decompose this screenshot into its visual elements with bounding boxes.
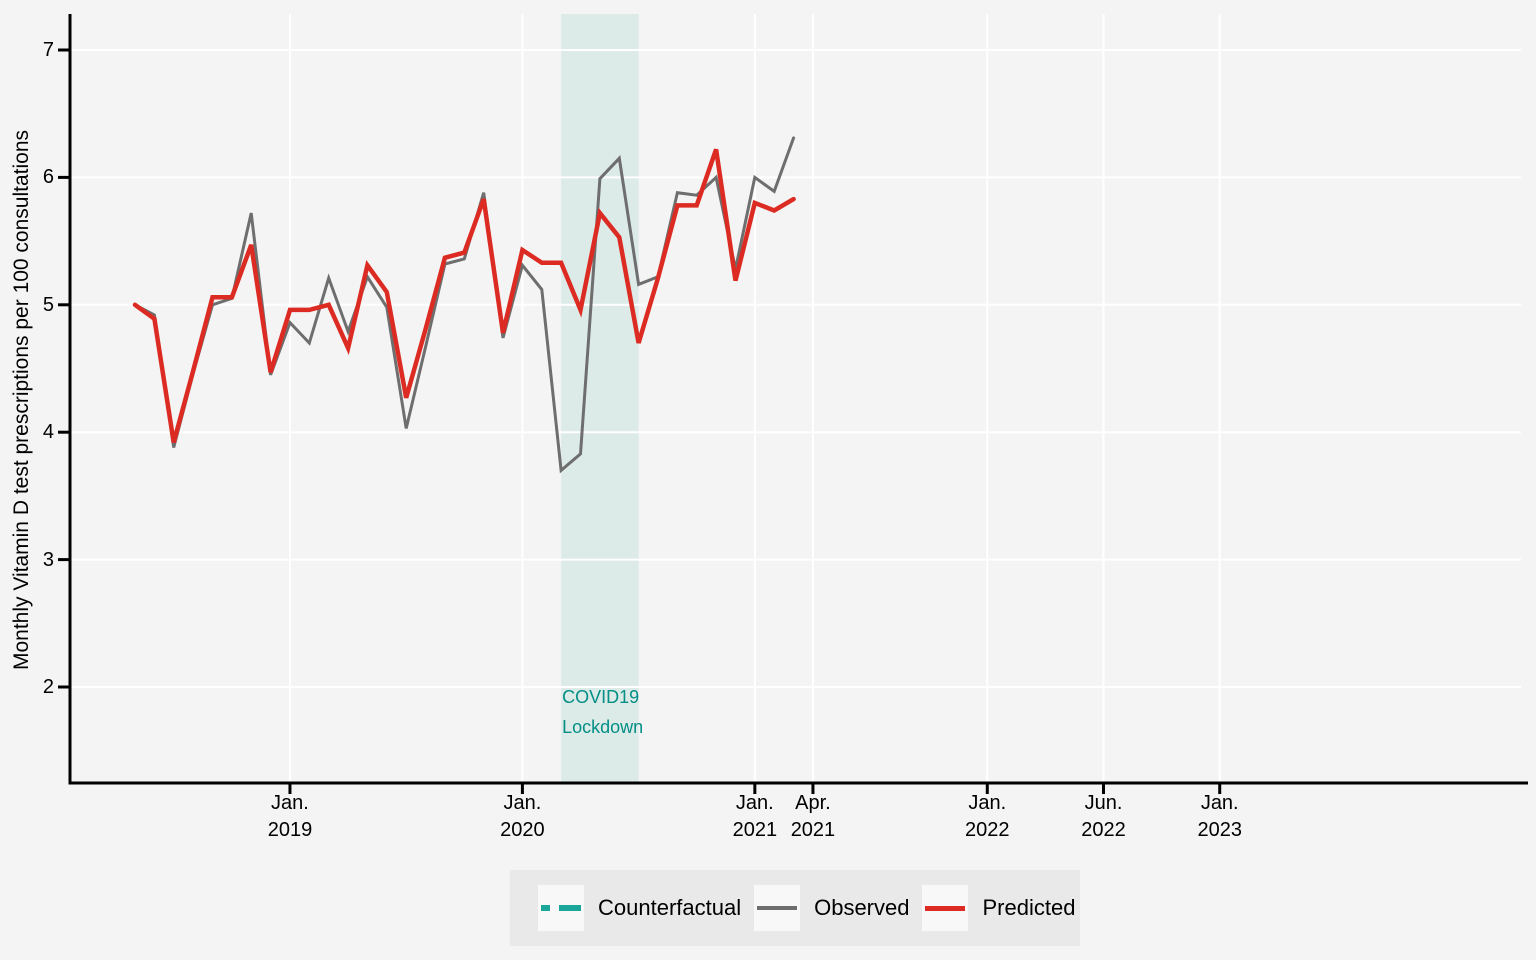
y-tick-label-4: 4 — [42, 421, 54, 444]
x-tick-month: Jan. — [271, 792, 309, 814]
dash-long — [559, 905, 581, 911]
legend: Counterfactual Observed Predicted — [510, 870, 1080, 946]
x-tick-year: 2022 — [1081, 819, 1126, 841]
y-tick-label-7: 7 — [42, 39, 54, 61]
lockdown-annotation-line2: Lockdown — [562, 717, 644, 737]
legend-key-predicted — [922, 885, 969, 931]
x-tick-label-jan-2022: Jan. 2022 — [942, 790, 1032, 844]
x-tick-year: 2021 — [732, 819, 778, 841]
lockdown-annotation-line1: COVID19 — [562, 687, 640, 707]
legend-entry-counterfactual: Counterfactual — [538, 885, 741, 931]
x-tick-label-jan-2019: Jan. 2019 — [245, 790, 335, 844]
x-tick-month: Jan. — [968, 792, 1007, 814]
lockdown-annotation: COVID19 Lockdown — [562, 682, 643, 742]
solid-line-swatch-icon — [757, 906, 798, 910]
x-tick-month: Jan. — [503, 792, 542, 814]
series-line-predicted — [132, 148, 796, 443]
series-line-observed — [133, 136, 796, 474]
x-tick-year: 2021 — [790, 819, 836, 841]
solid-line-swatch-icon — [925, 905, 966, 911]
legend-key-counterfactual — [538, 885, 584, 931]
x-tick-year: 2019 — [267, 819, 313, 841]
x-tick-year: 2022 — [965, 819, 1010, 841]
legend-entry-observed: Observed — [754, 885, 909, 931]
x-tick-label-apr-2021: Apr. 2021 — [768, 790, 858, 844]
x-tick-label-jun-2022: Jun. 2022 — [1059, 790, 1149, 844]
dash-short — [541, 905, 550, 911]
y-tick-label-3: 3 — [42, 548, 54, 571]
legend-key-observed — [754, 885, 801, 931]
lockdown-band — [561, 14, 639, 783]
legend-label-observed: Observed — [814, 895, 910, 920]
dashed-line-swatch-icon — [541, 905, 581, 911]
legend-label-predicted: Predicted — [982, 895, 1076, 920]
x-tick-month: Jan. — [735, 792, 774, 814]
y-tick-label-5: 5 — [42, 293, 54, 316]
x-tick-label-jan-2023: Jan. 2023 — [1175, 790, 1265, 844]
y-tick-label-2: 2 — [42, 676, 54, 698]
y-axis-title: Monthly Vitamin D test prescriptions per… — [10, 129, 33, 671]
legend-label-counterfactual: Counterfactual — [598, 895, 742, 920]
legend-entry-predicted: Predicted — [922, 885, 1075, 931]
x-tick-label-jan-2021: Jan. 2021 — [710, 790, 800, 844]
x-tick-month: Apr. — [795, 792, 831, 814]
x-tick-year: 2023 — [1197, 819, 1242, 841]
x-tick-label-jan-2020: Jan. 2020 — [477, 790, 567, 844]
y-tick-label-6: 6 — [42, 166, 54, 189]
x-tick-month: Jun. — [1084, 792, 1123, 814]
x-tick-month: Jan. — [1200, 792, 1239, 814]
x-tick-year: 2020 — [500, 819, 545, 841]
